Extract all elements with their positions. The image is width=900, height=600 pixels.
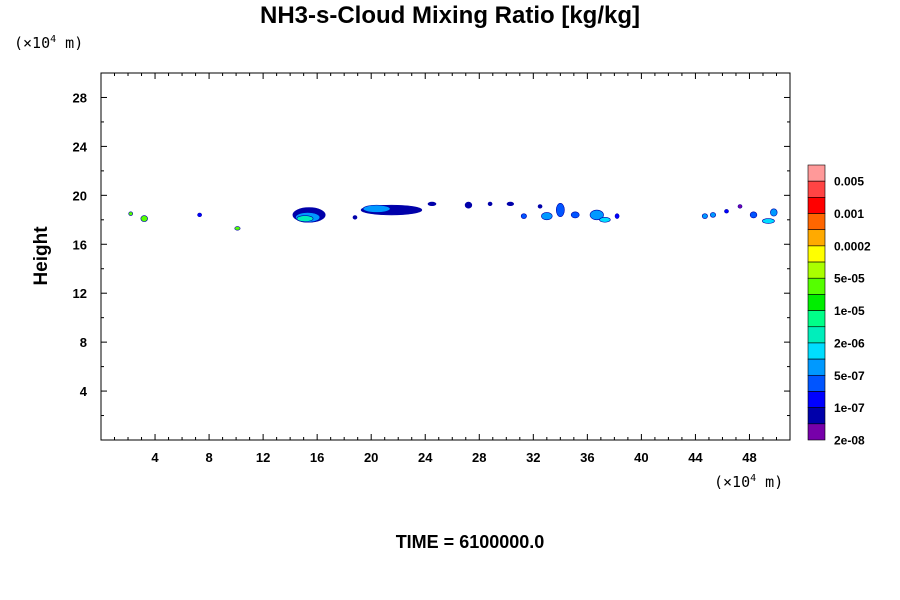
cloud-patch [737, 204, 743, 209]
y-tick-label: 16 [73, 237, 87, 252]
colorbar-label: 2e-06 [834, 336, 865, 350]
cloud-patch [724, 209, 729, 214]
cloud-patch [599, 217, 611, 223]
colorbar-swatch [807, 213, 826, 231]
cloud-patch [197, 212, 202, 218]
x-tick-label: 16 [310, 450, 324, 465]
colorbar-swatch [807, 342, 826, 360]
colorbar-label: 5e-05 [834, 272, 865, 286]
colorbar-label: 5e-07 [834, 369, 865, 383]
x-tick-label: 48 [742, 450, 756, 465]
time-label: TIME = 6100000.0 [395, 532, 545, 552]
x-tick-label: 4 [151, 450, 159, 465]
colorbar-swatch [807, 277, 826, 295]
cloud-patch [589, 209, 604, 221]
y-tick-label: 8 [80, 335, 87, 350]
colorbar-swatch [807, 374, 826, 392]
cloud-patch [352, 215, 358, 220]
cloud-patch [128, 211, 134, 216]
y-tick-label: 4 [80, 384, 88, 399]
x-tick-label: 40 [634, 450, 648, 465]
cloud-patch [709, 212, 716, 218]
cloud-patch [701, 213, 708, 219]
colorbar-swatch [807, 245, 826, 263]
cloud-patch [520, 213, 527, 219]
x-tick-label: 28 [472, 450, 486, 465]
colorbar-swatch [807, 164, 826, 182]
colorbar-label: 0.0002 [834, 239, 871, 253]
colorbar: 0.005 0.001 0.0002 5e-05 1e-05 2e-06 5e-07 1e-0… [807, 164, 871, 448]
cloud-patch [296, 215, 314, 222]
cloud-patch [487, 201, 493, 207]
x-tick-label: 20 [364, 450, 378, 465]
colorbar-swatch [807, 423, 826, 441]
cloud-patch [464, 201, 473, 209]
colorbar-swatch [807, 197, 826, 214]
colorbar-label: 0.001 [834, 207, 864, 221]
x-tick-label: 12 [256, 450, 270, 465]
colorbar-swatch [807, 391, 826, 408]
colorbar-swatch [807, 326, 826, 344]
cloud-patch [541, 212, 553, 221]
cloud-patch [506, 201, 515, 207]
cloud-patch [770, 208, 778, 217]
y-axis-unit: (×104 m) [14, 34, 84, 52]
colorbar-label: 2e-08 [834, 434, 865, 448]
cloud-patch [140, 215, 148, 222]
y-axis-ticks: 4 8 12 16 20 24 28 [73, 90, 790, 417]
y-tick-label: 24 [73, 139, 88, 154]
cloud-patch [555, 202, 565, 218]
cloud-patch [537, 204, 543, 209]
cloud-patch [614, 213, 620, 219]
cloud-patch [570, 211, 580, 219]
colorbar-label: 1e-05 [834, 304, 865, 318]
colorbar-swatch [807, 310, 826, 328]
colorbar-label: 0.005 [834, 175, 864, 189]
plot-frame [100, 72, 791, 441]
colorbar-label: 1e-07 [834, 401, 865, 415]
cloud-patch [762, 218, 775, 224]
colorbar-swatch [807, 407, 826, 425]
x-tick-label: 32 [526, 450, 540, 465]
x-tick-label: 8 [205, 450, 212, 465]
cloud-patch [427, 201, 437, 207]
y-tick-label: 12 [73, 286, 87, 301]
colorbar-swatch [807, 358, 826, 376]
x-axis-unit: (×104 m) [714, 473, 784, 491]
chart-title: NH3-s-Cloud Mixing Ratio [kg/kg] [260, 2, 640, 29]
colorbar-swatch [807, 229, 826, 247]
colorbar-swatch [807, 180, 826, 198]
x-tick-label: 36 [580, 450, 594, 465]
y-tick-label: 28 [73, 90, 87, 105]
cloud-patch [749, 211, 758, 219]
colorbar-swatch [807, 261, 826, 279]
cloud-patch [234, 226, 241, 231]
cloud-patch [362, 204, 391, 213]
y-tick-label: 20 [73, 188, 87, 203]
colorbar-swatch [807, 294, 826, 311]
cloud-patches [128, 201, 778, 231]
x-axis-ticks: 4 8 12 16 20 24 28 32 36 40 44 48 [114, 73, 777, 465]
x-tick-label: 24 [418, 450, 433, 465]
x-tick-label: 44 [688, 450, 703, 465]
